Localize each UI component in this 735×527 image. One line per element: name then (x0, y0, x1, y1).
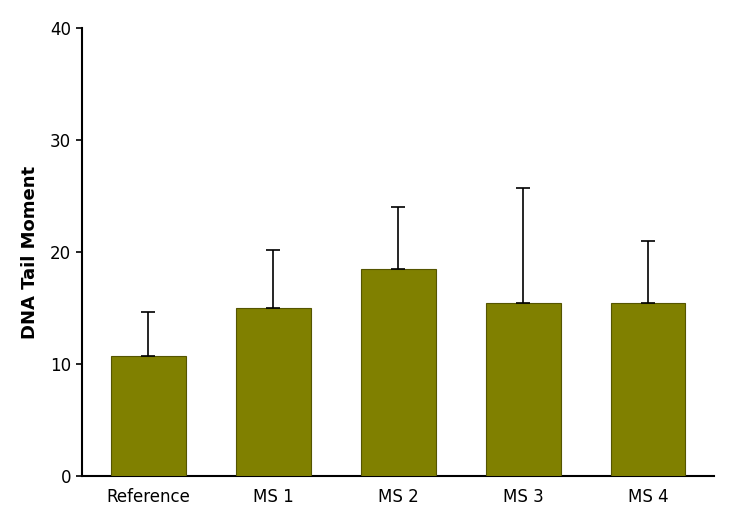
Bar (486, 302, 561, 476)
Bar (611, 302, 686, 476)
Y-axis label: DNA Tail Moment: DNA Tail Moment (21, 165, 39, 339)
Bar (236, 308, 311, 476)
Bar (111, 356, 186, 476)
Bar (361, 269, 436, 476)
